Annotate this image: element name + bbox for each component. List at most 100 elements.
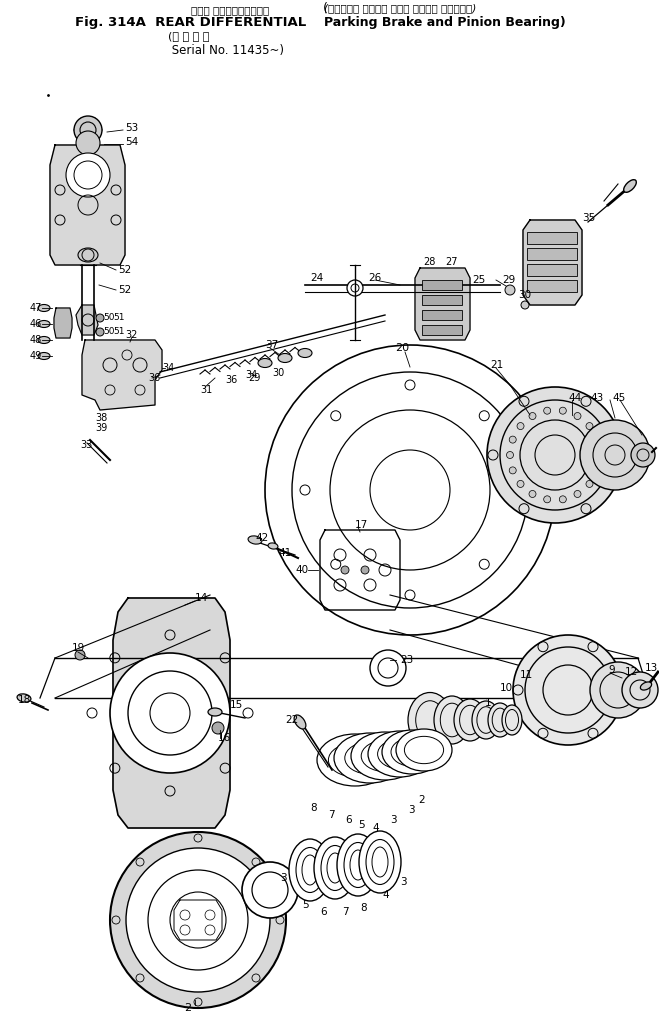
Circle shape (544, 407, 551, 414)
Text: 25: 25 (472, 275, 485, 285)
Ellipse shape (434, 696, 470, 744)
Text: 30: 30 (518, 290, 531, 300)
Circle shape (517, 422, 524, 430)
Text: 52: 52 (118, 265, 131, 275)
Text: 33: 33 (80, 440, 92, 450)
Text: 30: 30 (272, 367, 284, 378)
Circle shape (66, 153, 110, 197)
Text: 2: 2 (185, 1003, 192, 1013)
Text: 26: 26 (368, 273, 382, 283)
Ellipse shape (382, 730, 442, 774)
Ellipse shape (38, 304, 50, 312)
Ellipse shape (488, 703, 512, 737)
Text: 29: 29 (248, 373, 260, 383)
Circle shape (529, 412, 536, 419)
Circle shape (513, 635, 623, 745)
Text: 3: 3 (390, 815, 397, 825)
Polygon shape (113, 598, 230, 828)
FancyBboxPatch shape (422, 325, 462, 335)
Text: 2: 2 (418, 795, 424, 805)
Text: 29: 29 (502, 275, 515, 285)
Text: 13: 13 (645, 663, 658, 673)
Text: 12: 12 (625, 667, 639, 677)
Circle shape (370, 651, 406, 686)
Text: 3: 3 (280, 873, 287, 883)
Text: 11: 11 (520, 670, 533, 680)
Circle shape (487, 387, 623, 523)
Text: 51: 51 (113, 314, 125, 323)
Text: 6: 6 (320, 907, 327, 917)
Text: 9: 9 (608, 665, 615, 675)
Circle shape (559, 496, 566, 503)
Text: 10: 10 (500, 683, 513, 693)
Text: 47: 47 (30, 303, 42, 313)
Ellipse shape (334, 733, 406, 783)
Circle shape (75, 651, 85, 660)
Circle shape (110, 832, 286, 1008)
Circle shape (580, 420, 650, 490)
FancyBboxPatch shape (422, 295, 462, 305)
Text: 34: 34 (162, 363, 174, 373)
Ellipse shape (208, 708, 222, 716)
Ellipse shape (38, 321, 50, 328)
Ellipse shape (368, 731, 432, 777)
Circle shape (74, 116, 102, 144)
Text: 43: 43 (590, 393, 603, 403)
Text: リャー ディファレンシャル: リャー ディファレンシャル (191, 5, 269, 15)
Circle shape (594, 467, 601, 474)
Text: 21: 21 (490, 360, 503, 370)
Text: 36: 36 (148, 373, 160, 383)
Text: 49: 49 (30, 351, 42, 361)
Text: 22: 22 (285, 715, 299, 725)
Text: 8: 8 (310, 803, 316, 813)
Text: 31: 31 (200, 385, 212, 395)
Text: 4: 4 (372, 823, 379, 833)
Circle shape (596, 452, 604, 458)
FancyBboxPatch shape (527, 264, 577, 276)
Ellipse shape (248, 535, 262, 545)
Text: 7: 7 (328, 810, 335, 821)
Circle shape (574, 491, 581, 498)
Polygon shape (174, 900, 222, 940)
Ellipse shape (623, 179, 637, 192)
FancyBboxPatch shape (422, 310, 462, 320)
Text: 41: 41 (278, 548, 291, 558)
Circle shape (341, 566, 349, 574)
Text: 34: 34 (245, 370, 257, 380)
Text: 28: 28 (423, 257, 436, 267)
Circle shape (631, 443, 655, 467)
Ellipse shape (268, 543, 278, 549)
Circle shape (96, 328, 104, 336)
Text: 6: 6 (345, 815, 352, 825)
Text: 44: 44 (568, 393, 581, 403)
Polygon shape (76, 305, 98, 335)
Circle shape (507, 452, 513, 458)
Polygon shape (54, 308, 72, 338)
Circle shape (96, 314, 104, 322)
Ellipse shape (408, 692, 452, 747)
Ellipse shape (472, 701, 500, 739)
Text: 15: 15 (230, 700, 243, 710)
Circle shape (590, 662, 646, 718)
Ellipse shape (641, 682, 652, 690)
FancyBboxPatch shape (527, 232, 577, 244)
Ellipse shape (396, 729, 452, 771)
Text: 51: 51 (113, 328, 125, 337)
Text: 50: 50 (103, 328, 115, 337)
Ellipse shape (278, 353, 292, 362)
Polygon shape (523, 220, 582, 305)
Text: Serial No. 11435~): Serial No. 11435~) (168, 44, 284, 57)
Polygon shape (320, 530, 400, 610)
Ellipse shape (38, 352, 50, 359)
Text: 42: 42 (255, 533, 268, 543)
Circle shape (110, 653, 230, 773)
Circle shape (559, 407, 566, 414)
Text: Parking Brake and Pinion Bearing): Parking Brake and Pinion Bearing) (324, 15, 565, 29)
Circle shape (361, 566, 369, 574)
Circle shape (505, 285, 515, 295)
Circle shape (76, 131, 100, 155)
Text: 50: 50 (103, 314, 115, 323)
Ellipse shape (289, 839, 331, 901)
Circle shape (622, 672, 658, 708)
Text: 18: 18 (18, 695, 31, 705)
